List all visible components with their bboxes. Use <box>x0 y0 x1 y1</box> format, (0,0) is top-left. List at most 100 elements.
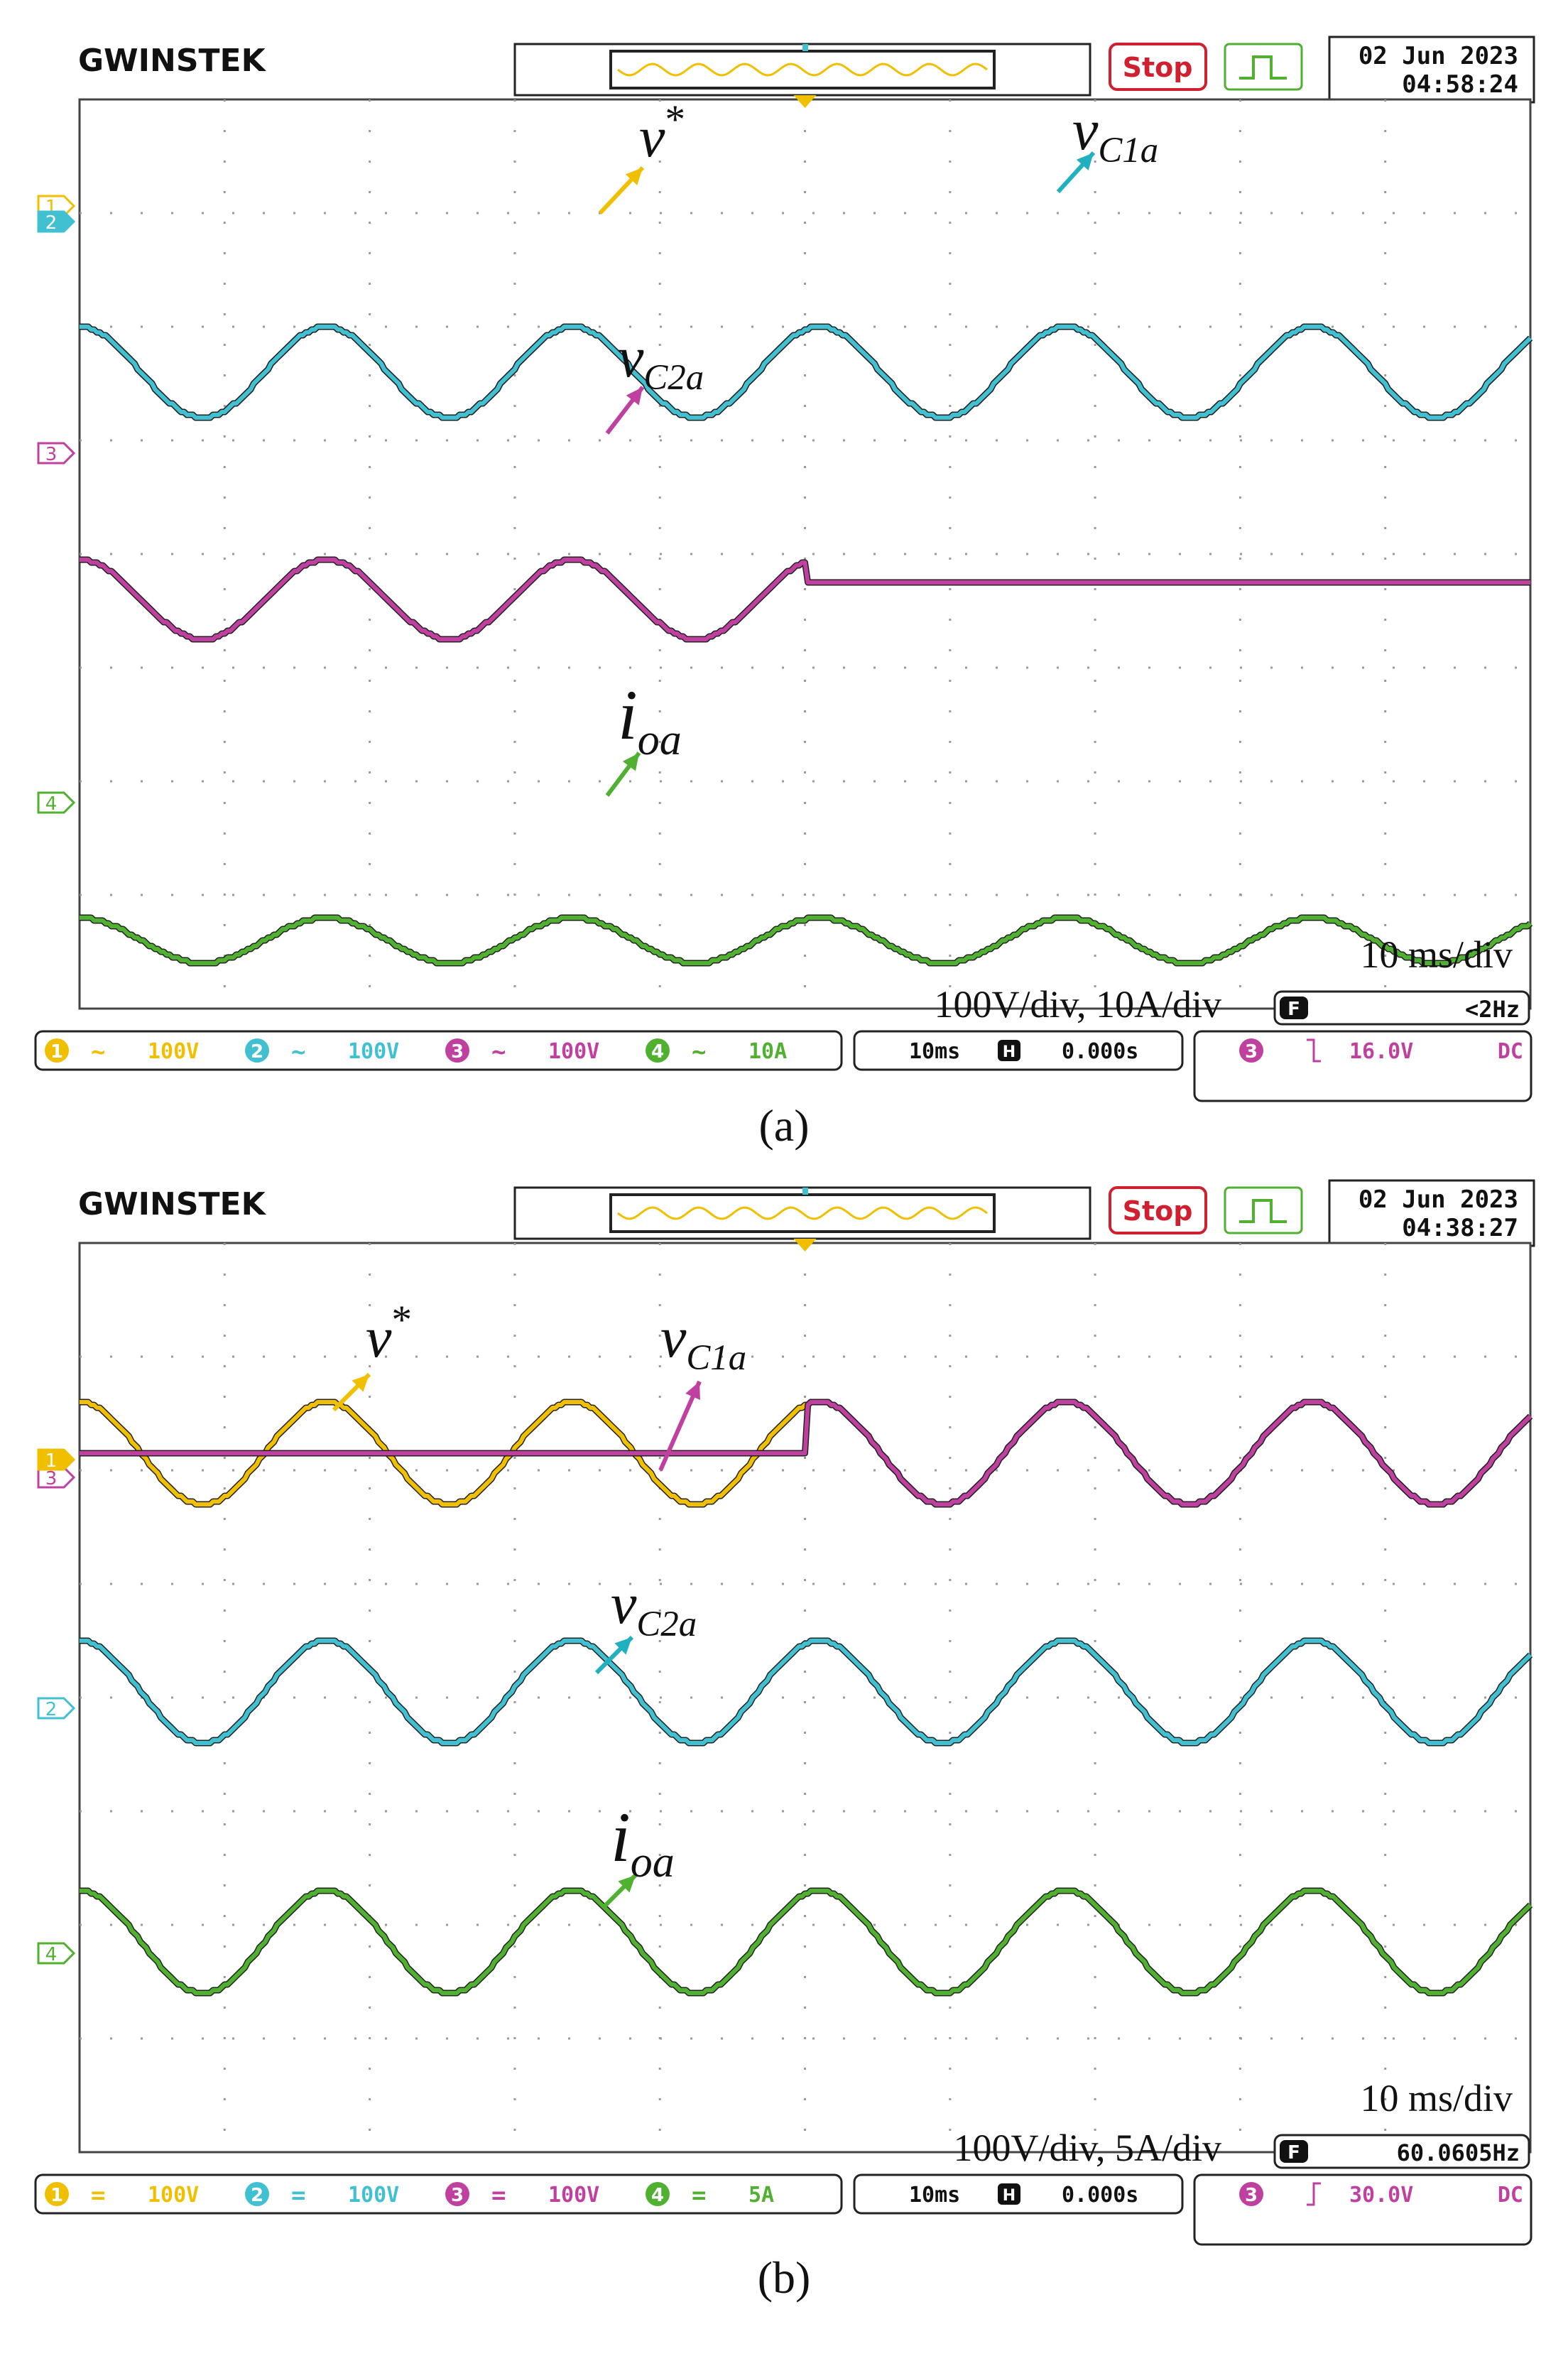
scope-b-channel-marker-label: 3 <box>45 1468 58 1489</box>
scope-b-label-main: v <box>660 1305 687 1369</box>
scope-b-trace-4-3 <box>80 1889 1532 1995</box>
scope-b-channel-marker-label: 2 <box>45 1699 58 1720</box>
scope-a-trace-4-3 <box>80 916 1532 965</box>
scope-a-memory-wave <box>617 63 988 77</box>
scope-b-label-main: i <box>611 1798 631 1877</box>
scope-b-channel-scale: 100V <box>348 2183 399 2208</box>
scope-b-label-main: v <box>611 1571 637 1636</box>
scope-b-trace-2-2 <box>80 1639 1532 1745</box>
scope-a-channel-scale: 10A <box>748 1039 787 1064</box>
scope-b-graticule-frame <box>78 1242 1532 2154</box>
scope-b-label-superscript: * <box>391 1298 412 1342</box>
scope-a-channel-badge-num: 2 <box>251 1041 263 1063</box>
scope-b-brand-logo: GWINSTEK <box>78 1186 267 1222</box>
scope-a-arrowhead-io <box>622 753 639 771</box>
scope-a-channel-coupling: ~ <box>291 1038 305 1066</box>
scope-a-channel-scale: 100V <box>548 1039 599 1064</box>
scope-a-trace-3-2 <box>80 558 1530 641</box>
caption-a: (a) <box>758 1100 810 1151</box>
scope-a-brand-logo: GWINSTEK <box>78 43 267 79</box>
scope-b-arrowhead-vref <box>352 1374 369 1392</box>
scope-a-label-superscript: * <box>665 97 685 142</box>
scope-b-channel-coupling: = <box>91 2181 105 2210</box>
scope-a-label-vref: v* <box>639 97 685 169</box>
scope-b-position-icon-letter: H <box>1003 2187 1016 2205</box>
scope-a-channel-marker-label: 4 <box>45 793 58 815</box>
scope-a-channel-badge-3 <box>445 1038 469 1063</box>
scope-a-date-text: 02 Jun 2023 <box>1359 42 1518 70</box>
scope-b-time-text: 04:38:27 <box>1402 1214 1518 1242</box>
scope-a-channel-coupling: ~ <box>91 1038 105 1066</box>
scope-b-stop-button <box>1109 1186 1207 1234</box>
scope-a-label-subscript: C1a <box>1098 130 1158 170</box>
scope-a-label-main: i <box>618 675 638 754</box>
scope-b-trigger-mode-icon <box>1224 1186 1303 1234</box>
scope-a-channel-badge-4 <box>646 1038 670 1063</box>
scope-a-label-subscript: C2a <box>643 357 704 397</box>
scope-a-channel-scale: 100V <box>148 1039 199 1064</box>
scope-a-trigger-channel-badge <box>1239 1038 1263 1063</box>
scope-a-label-main: v <box>639 104 665 169</box>
scope-a-channel-coupling: ~ <box>491 1038 506 1066</box>
scope-b-channel-badge-num: 1 <box>50 2185 63 2206</box>
scope-a-channel-marker-3: 3 <box>37 442 76 465</box>
scope-a-channel-badge-num: 3 <box>451 1041 464 1063</box>
scope-b-trace-3-1 <box>80 1400 1532 1507</box>
scope-b-label-vc1: vC1a <box>660 1305 746 1377</box>
scope-a-arrowhead-vc1 <box>1076 153 1094 170</box>
scope-a-position-icon-letter: H <box>1003 1043 1016 1061</box>
scope-a-freq-text: <2Hz <box>1465 996 1520 1023</box>
scope-b-channel-badge-num: 3 <box>451 2185 464 2206</box>
scope-b-trigger-position-marker <box>793 1239 817 1252</box>
scope-b-trigger-edge-icon <box>1307 2182 1321 2206</box>
scope-a-trigger-mode-icon <box>1224 43 1303 91</box>
scope-a-label-subscript: oa <box>638 716 682 764</box>
scope-b-channel-scale: 5A <box>748 2183 774 2208</box>
scope-b-trigger-mode-glyph <box>1239 1199 1287 1223</box>
scope-a-trace-2-1 <box>80 325 1532 420</box>
scope-a-channel-status-bar <box>34 1030 843 1071</box>
scope-b-channel-marker-shape <box>37 1697 76 1720</box>
scope-b-memory-wave <box>617 1206 988 1220</box>
scope-b-trigger-level: 30.0V <box>1349 2183 1413 2208</box>
scope-a-channel-badge-2 <box>245 1038 269 1063</box>
scope-a-datetime-box <box>1328 36 1535 104</box>
scope-b-channel-scale: 100V <box>548 2183 599 2208</box>
scope-b-channel-marker-label: 1 <box>45 1450 58 1472</box>
scope-b-label-io: ioa <box>611 1798 675 1887</box>
caption-b: (b) <box>757 2252 811 2303</box>
scope-b-trigger-channel-badge <box>1239 2182 1263 2206</box>
scope-a-memory-marker <box>802 44 808 51</box>
scope-b-position-icon <box>998 2183 1020 2205</box>
scope-a-time-text: 04:58:24 <box>1402 70 1518 99</box>
scope-a-channel-badge-num: 4 <box>651 1041 664 1063</box>
scope-b-timebase-text: 10ms <box>909 2183 960 2208</box>
scope-a-position-icon <box>998 1040 1020 1061</box>
scope-b-channel-marker-3: 3 <box>37 1466 76 1489</box>
scope-a-position-text: 0.000s <box>1062 1039 1138 1064</box>
scope-a-channel-scale: 100V <box>348 1039 399 1064</box>
scope-b-label-subscript: C1a <box>686 1337 746 1377</box>
scope-b-freq-icon-letter: F <box>1287 2142 1300 2164</box>
scope-b-channel-badge-1 <box>45 2182 69 2206</box>
scope-b-channel-marker-label: 4 <box>45 1944 58 1965</box>
scope-b-channel-badge-4 <box>646 2182 670 2206</box>
scope-a-channel-marker-4: 4 <box>37 791 76 815</box>
scope-a-channel-marker-2: 2 <box>37 210 76 234</box>
scope-b-trigger-box <box>1193 2173 1532 2246</box>
scope-a-trigger-coupling: DC <box>1498 1039 1523 1064</box>
scope-a-label-vc1: vC1a <box>1072 97 1158 170</box>
scope-a-trigger-level: 16.0V <box>1349 1039 1413 1064</box>
scope-b-stop-label: Stop <box>1123 1195 1193 1227</box>
scope-b-freq-icon <box>1280 2140 1308 2163</box>
scope-a-freq-box <box>1273 990 1530 1026</box>
scope-b-label-subscript: oa <box>631 1838 675 1887</box>
scope-b-channel-coupling: = <box>491 2181 506 2210</box>
scope-a-timebase-text: 10ms <box>909 1039 960 1064</box>
scope-b-trigger-coupling: DC <box>1498 2183 1523 2208</box>
scope-a-trigger-position-marker <box>793 95 817 108</box>
scope-b-datetime-box <box>1328 1179 1535 1247</box>
scope-a-stop-label: Stop <box>1123 52 1193 83</box>
scope-b-channel-coupling: = <box>291 2181 305 2210</box>
